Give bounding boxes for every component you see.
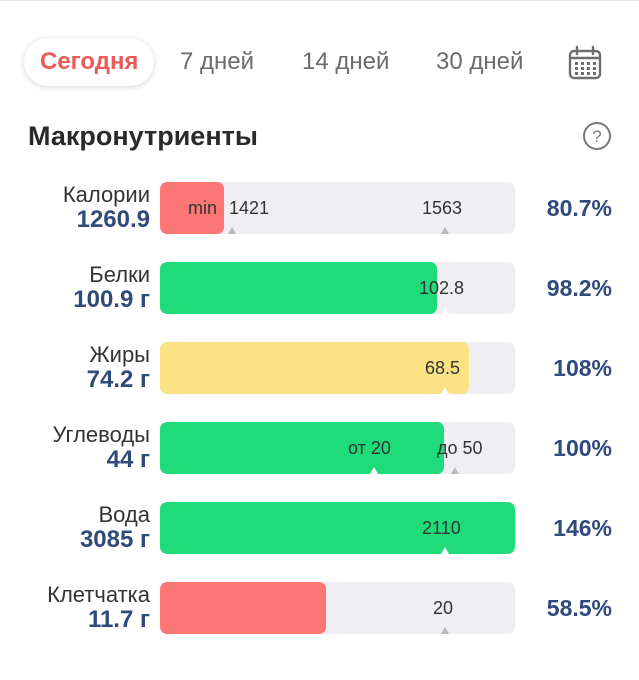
marker-max-value: 1563: [422, 198, 463, 218]
marker-target-value: 68.5: [425, 358, 461, 378]
marker-min-value: 1421: [229, 198, 270, 218]
nutrient-value: 1260.9: [76, 206, 150, 233]
progress-track: min 1421 1563: [160, 182, 515, 234]
marker-target-value: 2110: [422, 518, 461, 538]
tab-7-days[interactable]: 7 дней: [180, 48, 255, 75]
nutrient-label: Клетчатка: [47, 582, 150, 607]
marker-max-value: до 50: [437, 438, 483, 458]
nutrient-row-fat: Жиры 74.2 г 68.5 108%: [0, 342, 639, 422]
progress-fill: [160, 422, 444, 474]
nutrient-label: Вода: [98, 502, 151, 527]
nutrient-row-carbs: Углеводы 44 г от 20 до 50 100%: [0, 422, 639, 502]
percent-value: 80.7%: [546, 195, 612, 221]
percent-value: 98.2%: [546, 275, 612, 301]
help-icon[interactable]: ?: [582, 121, 612, 151]
marker-target-value: 102.8: [419, 278, 465, 298]
marker-min-tick: [370, 467, 378, 474]
svg-text:?: ?: [592, 127, 601, 146]
nutrient-value: 44 г: [106, 446, 150, 473]
marker-max-tick: [451, 467, 459, 474]
nutrient-value: 74.2 г: [86, 366, 150, 393]
percent-value: 108%: [553, 355, 612, 381]
nutrient-row-calories: Калории 1260.9 min 1421 1563 80.7%: [0, 182, 639, 262]
progress-track: 102.8: [160, 262, 515, 314]
tab-30-days[interactable]: 30 дней: [436, 48, 524, 75]
nutrient-value: 3085 г: [79, 526, 150, 553]
progress-track: 20: [160, 582, 515, 634]
marker-min-value: от 20: [348, 438, 391, 458]
percent-value: 58.5%: [546, 595, 612, 621]
nutrient-label: Жиры: [89, 342, 150, 367]
marker-target-tick: [441, 547, 449, 554]
nutrient-label: Калории: [62, 182, 150, 207]
nutrient-value: 11.7 г: [87, 606, 150, 633]
percent-value: 146%: [553, 515, 612, 541]
marker-target-value: 20: [433, 598, 454, 618]
progress-track: 2110: [160, 502, 515, 554]
marker-target-tick: [441, 307, 449, 314]
marker-target-tick: [441, 387, 449, 394]
marker-target-tick: [441, 627, 449, 634]
tab-14-days[interactable]: 14 дней: [302, 48, 390, 75]
nutrient-label: Белки: [89, 262, 150, 287]
marker-max-tick: [441, 227, 449, 234]
progress-fill: [160, 582, 326, 634]
percent-value: 100%: [553, 435, 612, 461]
tab-today[interactable]: Сегодня: [24, 38, 155, 86]
nutrient-row-protein: Белки 100.9 г 102.8 98.2%: [0, 262, 639, 342]
nutrient-row-water: Вода 3085 г 2110 146%: [0, 502, 639, 582]
progress-track: от 20 до 50: [160, 422, 515, 474]
progress-fill: [160, 262, 437, 314]
progress-fill: [160, 182, 224, 234]
calendar-icon[interactable]: [566, 44, 604, 82]
section-title: Макронутриенты: [28, 121, 258, 151]
marker-min-label: min: [188, 198, 218, 218]
progress-fill: [160, 502, 515, 554]
progress-track: 68.5: [160, 342, 515, 394]
progress-fill: [160, 342, 469, 394]
marker-min-tick: [228, 227, 236, 234]
top-divider: [0, 0, 639, 1]
nutrient-value: 100.9 г: [73, 286, 150, 313]
nutrient-label: Углеводы: [52, 422, 150, 447]
nutrient-row-fiber: Клетчатка 11.7 г 20 58.5%: [0, 582, 639, 662]
